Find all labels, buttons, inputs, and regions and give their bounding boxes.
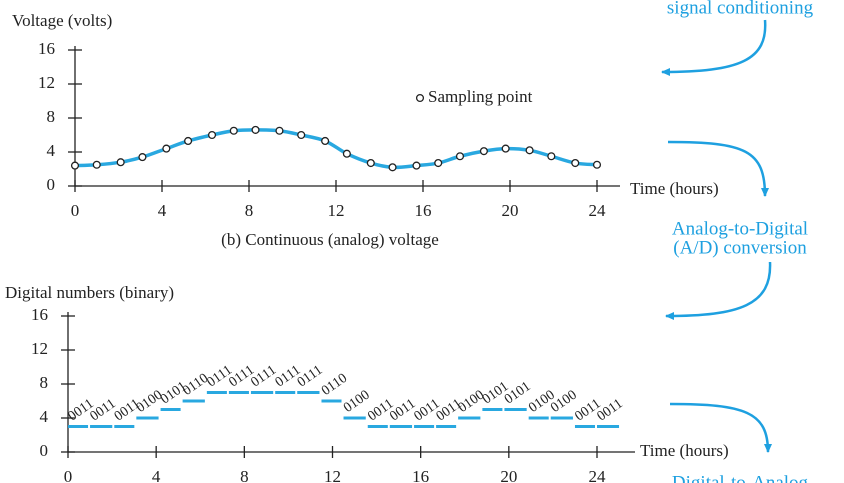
- sampling-point: [342, 149, 351, 158]
- sampling-point: [275, 126, 284, 135]
- y-tick-label: 8: [47, 107, 56, 126]
- y-tick-label: 16: [31, 305, 48, 324]
- y-tick-label: 0: [47, 175, 56, 194]
- x-tick-label: 16: [412, 467, 429, 483]
- y-axis-label: Digital numbers (binary): [5, 283, 174, 302]
- sampling-point: [388, 163, 397, 172]
- value-label: 0100: [456, 388, 488, 416]
- sampling-point: [70, 161, 80, 170]
- x-tick-label: 20: [502, 201, 519, 220]
- arrow: [665, 261, 772, 320]
- sampling-point: [434, 159, 443, 168]
- x-tick-label: 4: [158, 201, 167, 220]
- x-tick-label: 20: [500, 467, 517, 483]
- value-label: 0110: [180, 371, 211, 399]
- sampling-point: [251, 125, 260, 134]
- sampling-point: [138, 153, 147, 162]
- sampling-point: [229, 126, 238, 135]
- flow-label: Analog-to-Digital: [672, 218, 808, 239]
- x-tick-label: 24: [589, 201, 607, 220]
- arrow: [669, 402, 772, 453]
- x-tick-label: 8: [240, 467, 249, 483]
- arrow: [667, 140, 769, 197]
- sampling-point: [162, 144, 171, 153]
- x-axis-label: Time (hours): [630, 179, 719, 198]
- sampling-point: [592, 160, 602, 169]
- x-tick-label: 8: [245, 201, 254, 220]
- sampling-point: [455, 152, 465, 161]
- x-tick-label: 16: [415, 201, 432, 220]
- flow-label: (A/D) conversion: [673, 237, 807, 258]
- x-tick-label: 0: [64, 467, 73, 483]
- y-tick-label: 0: [40, 441, 49, 460]
- y-tick-label: 4: [40, 407, 49, 426]
- flow-label: signal conditioning: [667, 0, 814, 18]
- value-label: 0011: [595, 396, 626, 424]
- value-label: 0100: [134, 388, 166, 416]
- x-tick-label: 0: [71, 201, 80, 220]
- sampling-point: [412, 161, 421, 170]
- arrow: [661, 19, 767, 76]
- x-tick-label: 4: [152, 467, 161, 483]
- flow-arrows: [661, 19, 772, 453]
- sampling-point: [547, 152, 556, 161]
- x-tick-label: 24: [589, 467, 607, 483]
- y-tick-label: 8: [40, 373, 49, 392]
- sampling-point: [207, 130, 217, 140]
- x-axis-label: Time (hours): [640, 441, 729, 460]
- legend-label: Sampling point: [428, 87, 533, 106]
- sampling-point: [366, 159, 375, 168]
- curve: [74, 128, 598, 170]
- y-axis-label: Voltage (volts): [12, 11, 112, 30]
- y-tick-label: 16: [38, 39, 55, 58]
- sampling-point: [571, 159, 580, 168]
- sampling-point: [479, 147, 488, 156]
- sampling-point: [321, 136, 330, 146]
- x-tick-label: 12: [324, 467, 341, 483]
- caption: (b) Continuous (analog) voltage: [221, 230, 439, 249]
- sampling-point: [525, 146, 534, 155]
- flow-label: Digital-to-Analog: [672, 472, 809, 483]
- x-tick-label: 12: [328, 201, 345, 220]
- sampling-point: [297, 130, 306, 140]
- sampling-point: [501, 144, 510, 153]
- sampling-point: [92, 160, 101, 169]
- legend-marker: [415, 93, 425, 103]
- y-tick-label: 4: [47, 141, 56, 160]
- sampling-point: [184, 136, 193, 146]
- y-tick-label: 12: [38, 73, 55, 92]
- sampling-point: [116, 158, 125, 167]
- y-tick-label: 12: [31, 339, 48, 358]
